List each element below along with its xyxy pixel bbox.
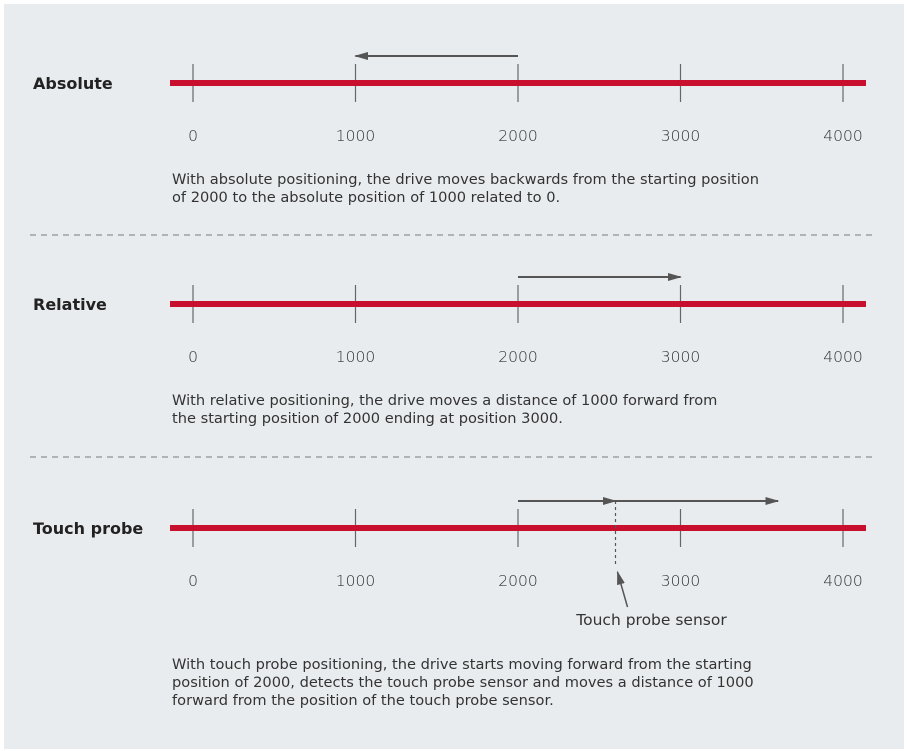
sensor-label: Touch probe sensor: [575, 611, 727, 629]
tick-label: 3000: [661, 348, 700, 366]
row-label: Relative: [33, 295, 107, 314]
tick-label: 1000: [336, 572, 375, 590]
tick-label: 2000: [498, 127, 537, 145]
sensor-pointer-arrow: [616, 570, 629, 608]
row-label: Touch probe: [33, 519, 143, 538]
tick-label: 0: [188, 127, 198, 145]
tick-label: 4000: [823, 127, 862, 145]
tick-label: 4000: [823, 572, 862, 590]
tick-label: 2000: [498, 572, 537, 590]
touch-probe-description: With touch probe positioning, the drive …: [172, 656, 754, 709]
tick-label: 2000: [498, 348, 537, 366]
absolute-description: With absolute positioning, the drive mov…: [172, 171, 759, 206]
tick-label: 0: [188, 572, 198, 590]
row-label: Absolute: [33, 74, 113, 93]
tick-label: 4000: [823, 348, 862, 366]
tick-label: 3000: [661, 572, 700, 590]
tick-label: 3000: [661, 127, 700, 145]
tick-label: 1000: [336, 348, 375, 366]
relative-description: With relative positioning, the drive mov…: [172, 392, 718, 427]
tick-label: 0: [188, 348, 198, 366]
diagram-panel: [4, 4, 904, 749]
tick-label: 1000: [336, 127, 375, 145]
